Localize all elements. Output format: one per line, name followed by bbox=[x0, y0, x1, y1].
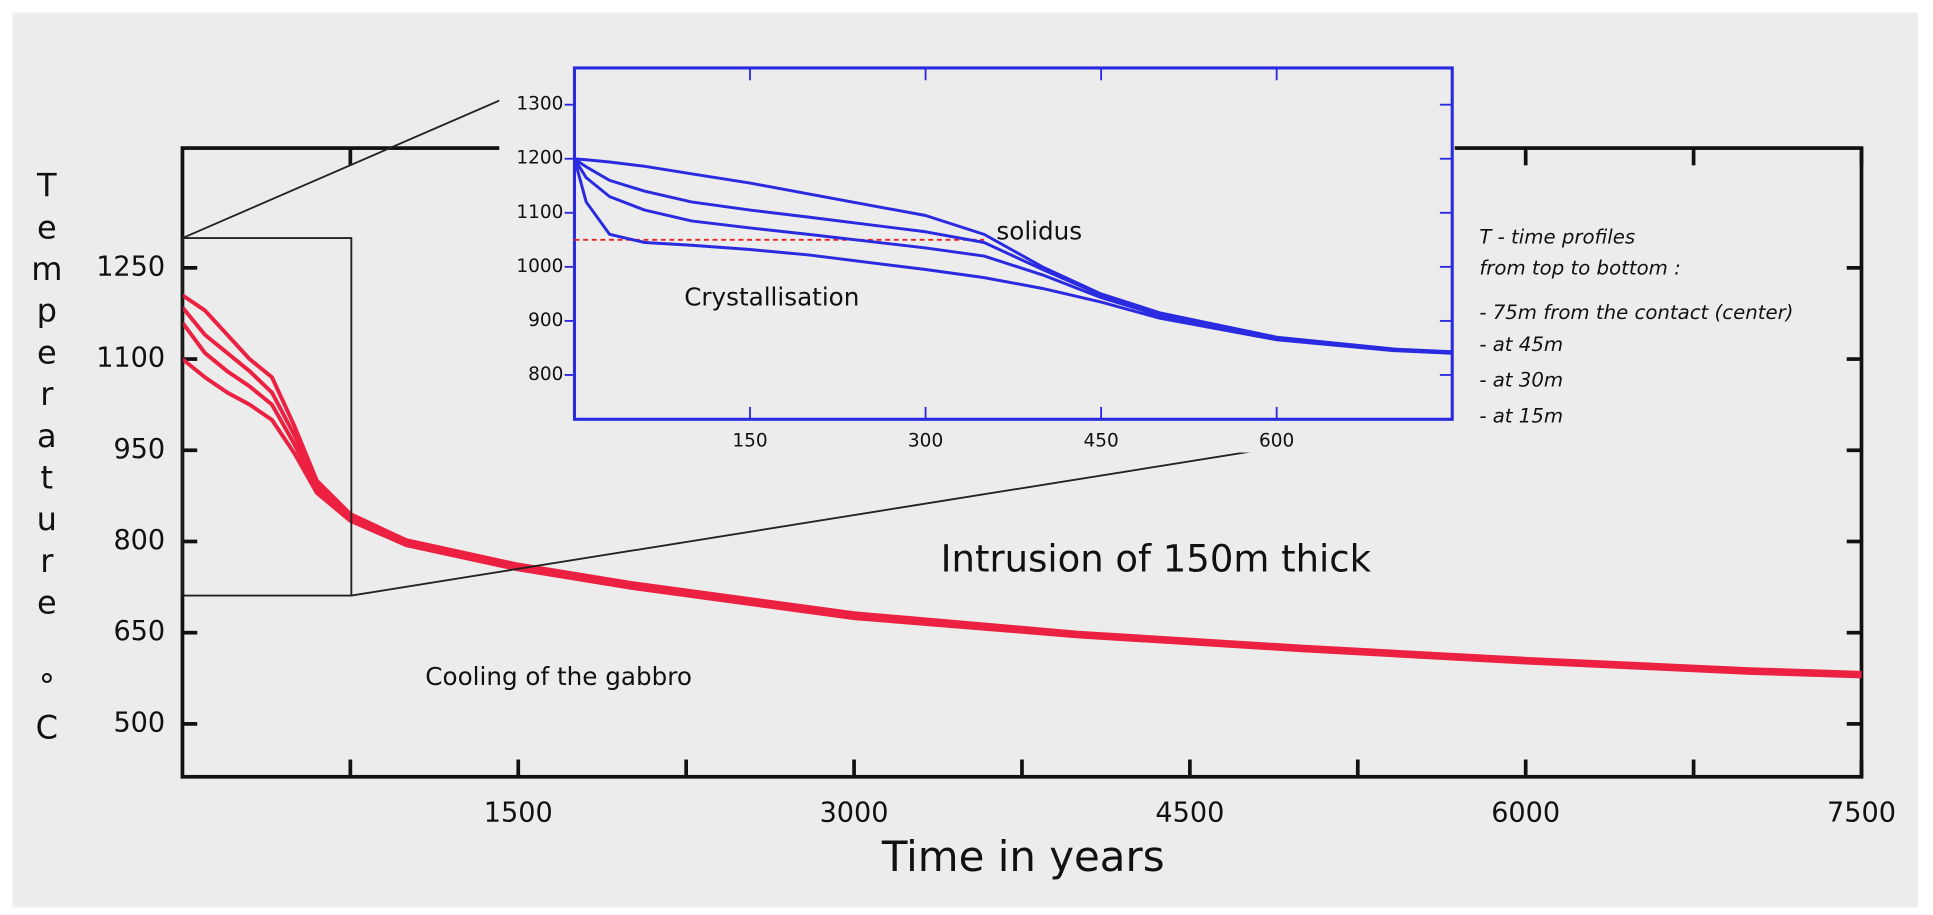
main-plot: 500 650 800 950 1100 1250 1500 3000 4500 6000 7500… bbox=[28, 148, 1896, 881]
x-tick-label: 450 bbox=[1083, 430, 1118, 451]
y-tick-label: 1200 bbox=[516, 148, 563, 169]
y-axis-label: Temperature °C bbox=[28, 167, 66, 751]
note: - at 30m bbox=[1479, 369, 1563, 392]
note: from top to bottom : bbox=[1479, 256, 1680, 279]
note: - at 45m bbox=[1479, 333, 1563, 356]
y-tick-label: 1250 bbox=[96, 251, 165, 282]
y-tick-label: 1100 bbox=[96, 343, 165, 374]
annotation: Crystallisation bbox=[684, 282, 859, 311]
inset-frame bbox=[572, 66, 1454, 421]
x-tick-label: 300 bbox=[908, 430, 943, 451]
x-tick-label: 6000 bbox=[1491, 797, 1560, 828]
series-line bbox=[181, 357, 1862, 679]
y-tick-label: 800 bbox=[528, 364, 563, 385]
series-line bbox=[573, 158, 1453, 355]
note: - at 15m bbox=[1479, 404, 1563, 427]
y-tick-label: 650 bbox=[113, 616, 165, 647]
y-tick-label: 950 bbox=[113, 434, 165, 465]
y-tick-label: 1300 bbox=[516, 94, 563, 115]
inset-plot: 800 900 1000 1100 1200 1300 150 300 450 600 solidu… bbox=[516, 67, 1453, 451]
y-tick-label: 800 bbox=[113, 525, 165, 556]
y-tick-label: 1000 bbox=[516, 256, 563, 277]
note: T - time profiles bbox=[1479, 226, 1635, 249]
x-tick-label: 600 bbox=[1259, 430, 1294, 451]
series-line bbox=[573, 158, 1453, 355]
x-tick-label: 1500 bbox=[484, 797, 553, 828]
x-tick-label: 4500 bbox=[1155, 797, 1224, 828]
reference-label: solidus bbox=[996, 216, 1082, 245]
note: - 75m from the contact (center) bbox=[1479, 301, 1793, 324]
y-tick-label: 900 bbox=[528, 310, 563, 331]
y-tick-label: 1100 bbox=[516, 202, 563, 223]
y-tick-label: 500 bbox=[113, 707, 165, 738]
x-axis-label: Time in years bbox=[881, 832, 1165, 881]
zoom-box bbox=[181, 237, 353, 597]
annotation: Cooling of the gabbro bbox=[425, 662, 692, 691]
annotation: Intrusion of 150m thick bbox=[941, 538, 1372, 581]
x-tick-label: 3000 bbox=[820, 797, 889, 828]
x-tick-label: 7500 bbox=[1827, 797, 1896, 828]
x-tick-label: 150 bbox=[732, 430, 767, 451]
